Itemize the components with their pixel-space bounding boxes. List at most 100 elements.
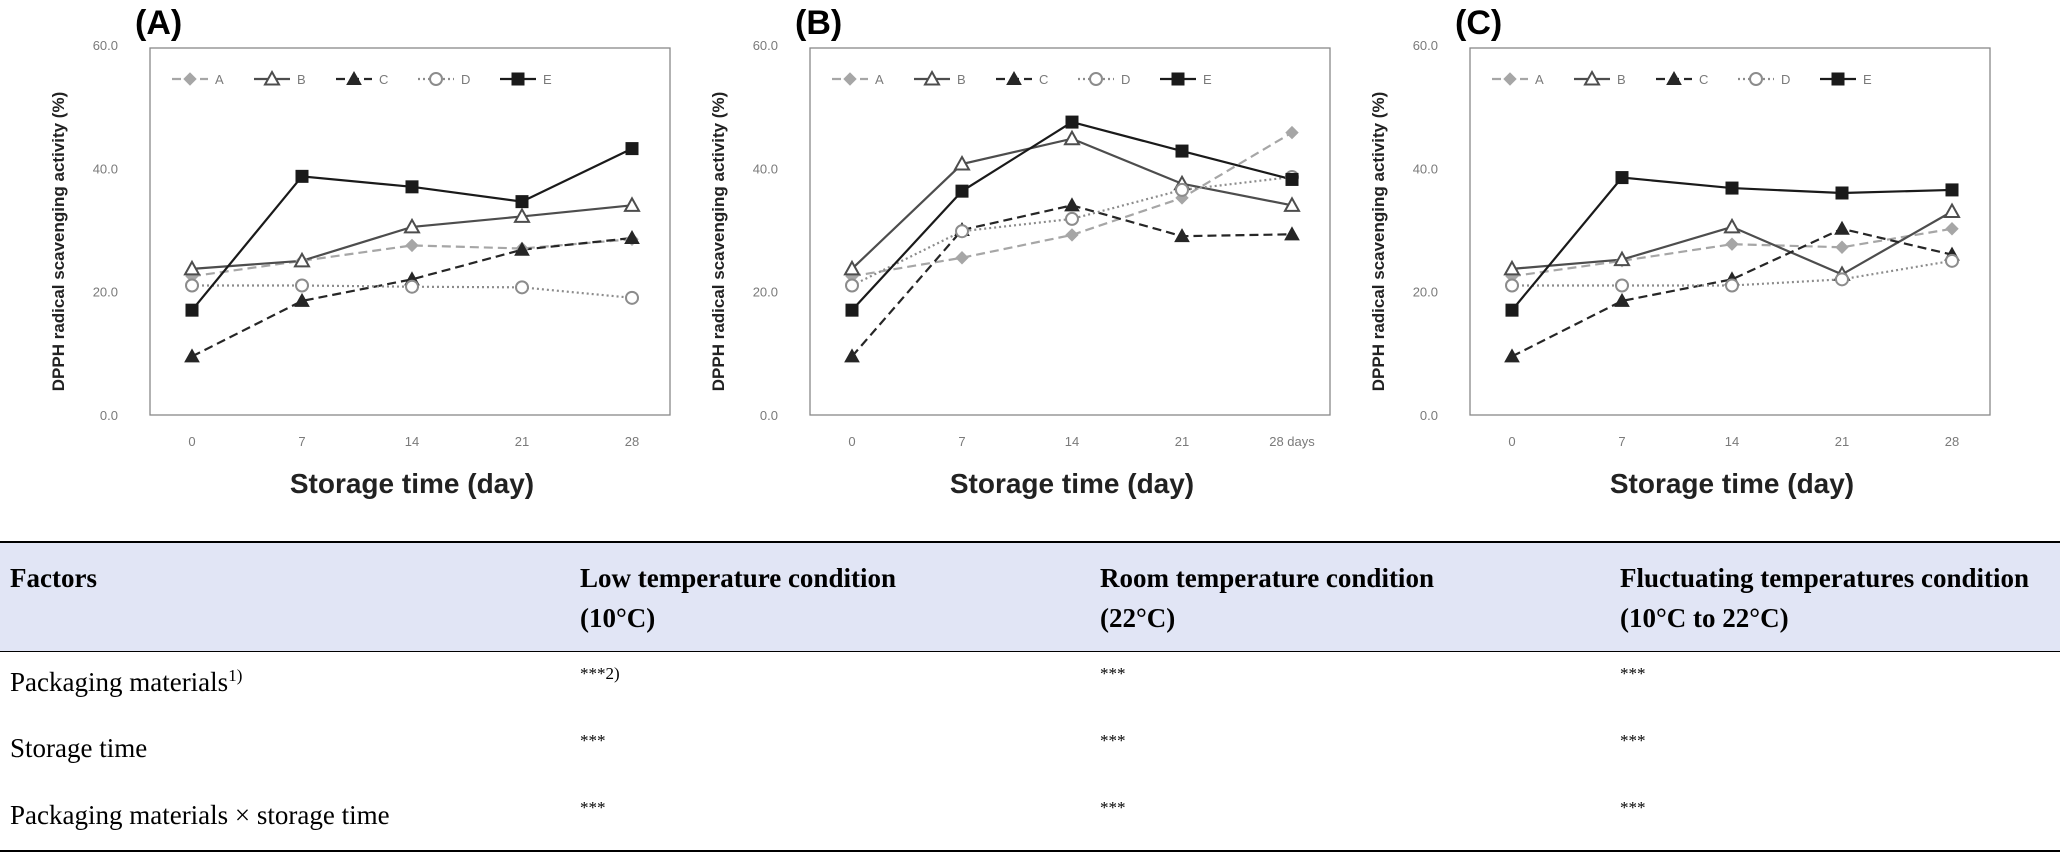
chart-b-x-axis-label: Storage time (day) (950, 468, 1194, 499)
fluct-sig-text: *** (1620, 664, 1646, 683)
chart-c-legend-e-label: E (1863, 72, 1872, 87)
chart-c-legend-b-label: B (1617, 72, 1626, 87)
chart-b-series-b-point (1063, 129, 1081, 146)
chart-panel-a: 0.0 20.0 40.0 60.0 0 7 14 21 28 DPPH radical scav… (0, 0, 686, 515)
room-sig-text: *** (1100, 798, 1126, 817)
chart-b-series-b-point (843, 259, 861, 276)
chart-c-series-c-point (1614, 292, 1630, 307)
chart-c-series-a-point (1725, 237, 1739, 251)
chart-a-xtick-label: 21 (515, 434, 529, 449)
chart-a-xtick-label: 0 (188, 434, 195, 449)
header-room-temp: Room temperature condition (22°C) (1090, 541, 1610, 652)
chart-c-ytick-label: 40.0 (1413, 161, 1438, 176)
table-row: Storage time *** *** *** (0, 719, 2060, 786)
chart-a-series-d-point (185, 278, 199, 293)
chart-b-legend-d-marker (1089, 72, 1103, 86)
chart-a-series-c-point (184, 348, 200, 363)
chart-a-series-c-point (294, 292, 310, 307)
chart-c-ytick-label: 20.0 (1413, 285, 1438, 300)
chart-a-series-c-point (624, 229, 640, 245)
fluct-sig-cell: *** (1610, 786, 2060, 852)
chart-a-xtick-label: 28 (625, 434, 639, 449)
chart-a-series-b-point (293, 251, 311, 268)
chart-a-series-d-point (515, 280, 529, 295)
header-room-line2: (22°C) (1100, 603, 1176, 633)
chart-a-plot-frame (149, 47, 671, 416)
chart-a-svg: 0.0 20.0 40.0 60.0 0 7 14 21 28 DPPH radical scav… (49, 4, 671, 499)
header-factors: Factors (0, 541, 570, 652)
chart-b-ytick-label: 60.0 (753, 38, 778, 53)
chart-a-series-e-point (405, 180, 419, 194)
chart-c-legend-d-label: D (1781, 72, 1790, 87)
header-fluct-line2: (10°C to 22°C) (1620, 603, 1789, 633)
low-sig-text: *** (580, 731, 606, 750)
chart-b-legend-c-label: C (1039, 72, 1048, 87)
anova-table: Factors Low temperature condition (10°C) … (0, 541, 2060, 852)
chart-a-series-b-line (191, 204, 633, 270)
chart-b-xtick-label: 28 days (1269, 434, 1315, 449)
header-low-temp: Low temperature condition (10°C) (570, 541, 1090, 652)
chart-b-series-e-point (1285, 172, 1299, 186)
chart-c-series-e-point (1615, 171, 1629, 185)
chart-a-ytick-label: 20.0 (93, 285, 118, 300)
chart-c-y-axis-label: DPPH radical scavenging activity (%) (1369, 92, 1388, 392)
chart-a-xtick-label: 14 (405, 434, 419, 449)
chart-a-legend-b-label: B (297, 72, 306, 87)
chart-c-legend-c-marker (1666, 70, 1682, 85)
chart-c-ytick-label: 0.0 (1420, 408, 1438, 423)
low-sig-text: *** (580, 798, 606, 817)
chart-panel-c: 0.0 20.0 40.0 60.0 0 7 14 21 28 DPPH radical scav… (1320, 0, 2006, 515)
chart-b-series-b-point (1283, 196, 1301, 212)
chart-b-series-a-point (1065, 228, 1079, 242)
chart-c-legend-a-marker (1503, 72, 1517, 86)
chart-b-series-c-point (844, 348, 860, 363)
chart-a-panel-label: (A) (135, 4, 182, 42)
chart-a-series-d-point (625, 290, 639, 305)
chart-c-series-d-point (1505, 278, 1519, 293)
chart-a-xtick-label: 7 (298, 434, 305, 449)
chart-b-legend-b-label: B (957, 72, 966, 87)
chart-a-series-e-point (515, 195, 529, 209)
chart-c-legend-c-label: C (1699, 72, 1708, 87)
chart-c-series-d-point (1945, 253, 1959, 268)
chart-b-xtick-label: 0 (848, 434, 855, 449)
chart-a-x-axis-label: Storage time (day) (290, 468, 534, 499)
chart-c-xtick-label: 0 (1508, 434, 1515, 449)
fluct-sig-cell: *** (1610, 652, 2060, 720)
chart-a-legend-b-marker (263, 69, 281, 86)
chart-b-series-e-point (1175, 144, 1189, 158)
chart-c-legend-a-label: A (1535, 72, 1544, 87)
chart-b-series-b-point (953, 154, 971, 171)
chart-b-legend-c-marker (1006, 70, 1022, 85)
chart-a-series-e-point (185, 303, 199, 317)
chart-b-series-d-point (845, 278, 859, 293)
chart-b-series-e-point (1065, 115, 1079, 129)
low-sig-cell: *** (570, 786, 1090, 852)
header-low-line1: Low temperature condition (580, 563, 896, 593)
chart-a-legend-d-marker (429, 72, 443, 86)
chart-a-series-a-point (405, 238, 419, 253)
chart-b-ytick-label: 40.0 (753, 161, 778, 176)
chart-a-series-b-point (623, 196, 641, 212)
fluct-sig-cell: *** (1610, 719, 2060, 786)
chart-c-series-c-point (1504, 348, 1520, 363)
chart-a-legend-a-marker (183, 72, 197, 86)
room-sig-cell: *** (1090, 652, 1610, 720)
room-sig-cell: *** (1090, 719, 1610, 786)
chart-a-series-b-point (183, 259, 201, 276)
room-sig-text: *** (1100, 731, 1126, 750)
chart-c-series-e-point (1505, 303, 1519, 317)
chart-a-series-c-line (191, 236, 633, 358)
chart-b-xtick-label: 14 (1065, 434, 1079, 449)
chart-c-legend-b-marker (1583, 69, 1601, 86)
chart-a-legend-e-marker (511, 72, 525, 86)
fluct-sig-text: *** (1620, 798, 1646, 817)
header-factors-text: Factors (10, 563, 97, 593)
chart-b-series-d-line (851, 175, 1293, 287)
chart-b-series-c-line (851, 204, 1293, 358)
chart-a-legend-d-label: D (461, 72, 470, 87)
footnote-marker: 1) (228, 666, 243, 685)
chart-a-ytick-label: 40.0 (93, 161, 118, 176)
chart-b-series-c-point (1064, 197, 1080, 212)
chart-b-series-e-point (845, 303, 859, 317)
